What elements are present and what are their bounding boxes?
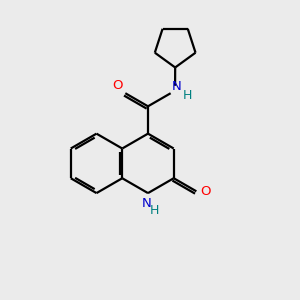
Text: H: H [183,89,193,102]
Text: N: N [172,80,182,93]
Text: N: N [142,197,152,210]
Text: H: H [150,204,159,218]
Text: O: O [200,185,211,198]
Text: O: O [112,79,122,92]
